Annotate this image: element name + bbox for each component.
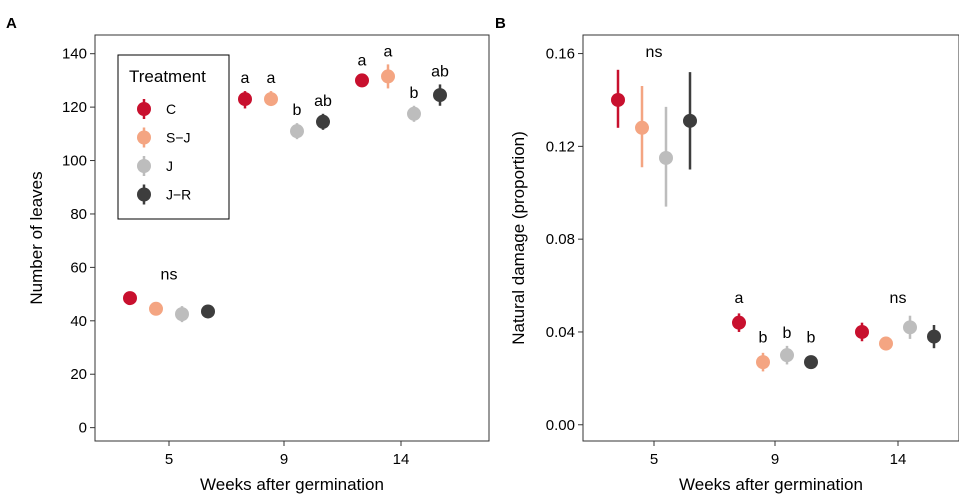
panel-a-y-tick-label: 60	[70, 259, 87, 276]
panel-b-y-tick-label: 0.00	[546, 417, 575, 434]
panel-b-significance-label: b	[783, 325, 792, 342]
legend-item-label: J−R	[166, 187, 191, 203]
panel-b-significance-label: ns	[646, 44, 663, 61]
panel-b-x-axis-title: Weeks after germination	[679, 475, 863, 494]
panel-a-significance-label: ab	[431, 63, 449, 80]
legend-title: Treatment	[129, 67, 206, 86]
panel-a-significance-label: ab	[314, 93, 332, 110]
panel-a-y-tick-label: 140	[62, 46, 87, 63]
panel-b-plot: 0.00 0.04 0.08 0.12 0.16 5 9 14 Weeks after germ…	[509, 34, 959, 494]
legend-key-point	[137, 159, 151, 173]
panel-b-data-point	[879, 336, 893, 351]
panel-b-significance-label: b	[807, 329, 816, 346]
panel-a-y-axis-title: Number of leaves	[27, 171, 46, 304]
panel-a-data-point	[290, 124, 304, 139]
panel-b-data-point	[780, 348, 794, 363]
panel-a-x-tick-label: 5	[165, 451, 173, 468]
panel-a-x-tick-label: 9	[280, 451, 288, 468]
panel-a-x-tick-label: 14	[393, 451, 410, 468]
panel-a-y-tick-label: 0	[79, 420, 87, 437]
panel-a-significance-label: a	[267, 70, 276, 87]
legend-item-label: C	[166, 101, 176, 117]
panel-a-label: A	[6, 15, 17, 32]
panel-b-data-point	[659, 150, 673, 165]
panel-b-data-point	[927, 329, 941, 344]
panel-a-significance-label: ns	[161, 266, 178, 283]
panel-a-x-axis-title: Weeks after germination	[200, 475, 384, 494]
panel-b-x-tick-label: 5	[650, 451, 658, 468]
panel-a-y-tick-label: 40	[70, 313, 87, 330]
panel-b-y-axis-title: Natural damage (proportion)	[509, 131, 528, 345]
panel-a-significance-label: b	[410, 85, 419, 102]
panel-a-y-tick-label: 100	[62, 153, 87, 170]
panel-b-y-tick-label: 0.08	[546, 231, 575, 248]
panel-a-data-point	[201, 304, 215, 319]
legend-item-label: J	[166, 158, 173, 174]
panel-a-data-point	[264, 92, 278, 107]
legend-item-label: S−J	[166, 130, 191, 146]
panel-b-significance-label: ns	[890, 290, 907, 307]
legend-key-point	[137, 102, 151, 116]
panel-a-y-tick-label: 80	[70, 206, 87, 223]
panel-a-data-point	[149, 301, 163, 316]
panel-b-data-point	[855, 324, 869, 339]
panel-a-plot: 0 20 40 60 80 100 120 140 5 9 14 Weeks after germin…	[27, 34, 490, 494]
legend: Treatment C S−J J J−R	[117, 54, 230, 220]
panel-b-significance-label: b	[759, 329, 768, 346]
panel-b-data-point	[756, 355, 770, 370]
panel-b-y-tick-label: 0.16	[546, 46, 575, 63]
panel-a-data-point	[381, 69, 395, 84]
legend-key-point	[137, 187, 151, 202]
panel-a-y-tick-label: 120	[62, 99, 87, 116]
panel-b-data-point	[732, 315, 746, 330]
panel-b-data-point	[635, 120, 649, 135]
panel-a-data-point	[355, 73, 369, 88]
panel-b-x-tick-label: 14	[890, 451, 907, 468]
panel-b-data-point	[611, 92, 625, 107]
panel-b-data-point	[903, 320, 917, 335]
panel-b-significance-label: a	[735, 290, 744, 307]
panel-a-y-tick-label: 20	[70, 366, 87, 383]
legend-key-point	[137, 130, 151, 145]
panel-b-label: B	[495, 15, 506, 32]
panel-b-border	[582, 34, 959, 442]
panel-a-significance-label: a	[384, 43, 393, 60]
panel-a-data-point	[407, 106, 421, 121]
panel-a-data-point	[175, 307, 189, 322]
panel-a-significance-label: a	[241, 70, 250, 87]
panel-a-data-point	[123, 291, 137, 306]
panel-b-y-tick-label: 0.12	[546, 138, 575, 155]
panel-a-significance-label: a	[358, 53, 367, 70]
legend-box	[117, 54, 230, 220]
panel-b-y-tick-label: 0.04	[546, 324, 575, 341]
panel-a-data-point	[238, 92, 252, 107]
panel-a-data-point	[433, 88, 447, 103]
panel-b-x-tick-label: 9	[771, 451, 779, 468]
panel-b-data-point	[683, 113, 697, 128]
panel-a-border	[94, 34, 490, 442]
panel-a-data-point	[316, 114, 330, 129]
panel-a-significance-label: b	[293, 102, 302, 119]
panel-b-data-point	[804, 355, 818, 370]
